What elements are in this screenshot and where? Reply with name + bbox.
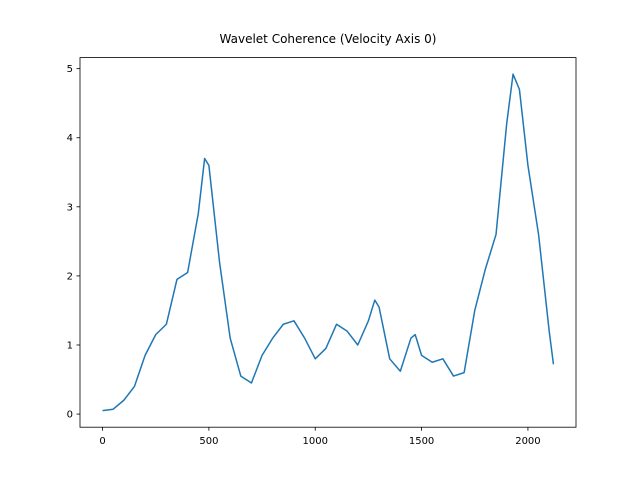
data-line — [102, 73, 555, 412]
x-tick-label: 2000 — [515, 436, 540, 447]
chart-title: Wavelet Coherence (Velocity Axis 0) — [220, 32, 437, 46]
x-tick-label: 1000 — [303, 436, 328, 447]
y-tick-label: 4 — [67, 133, 73, 144]
y-tick-label: 1 — [67, 340, 73, 351]
x-tick-label: 1500 — [409, 436, 434, 447]
x-tick-label: 0 — [99, 436, 105, 447]
y-tick-label: 5 — [67, 64, 73, 75]
y-tick-label: 0 — [67, 410, 73, 421]
y-tick-label: 3 — [67, 202, 73, 213]
x-tick-label: 500 — [199, 436, 218, 447]
plot-frame — [79, 57, 577, 428]
y-tick-label: 2 — [67, 271, 73, 282]
